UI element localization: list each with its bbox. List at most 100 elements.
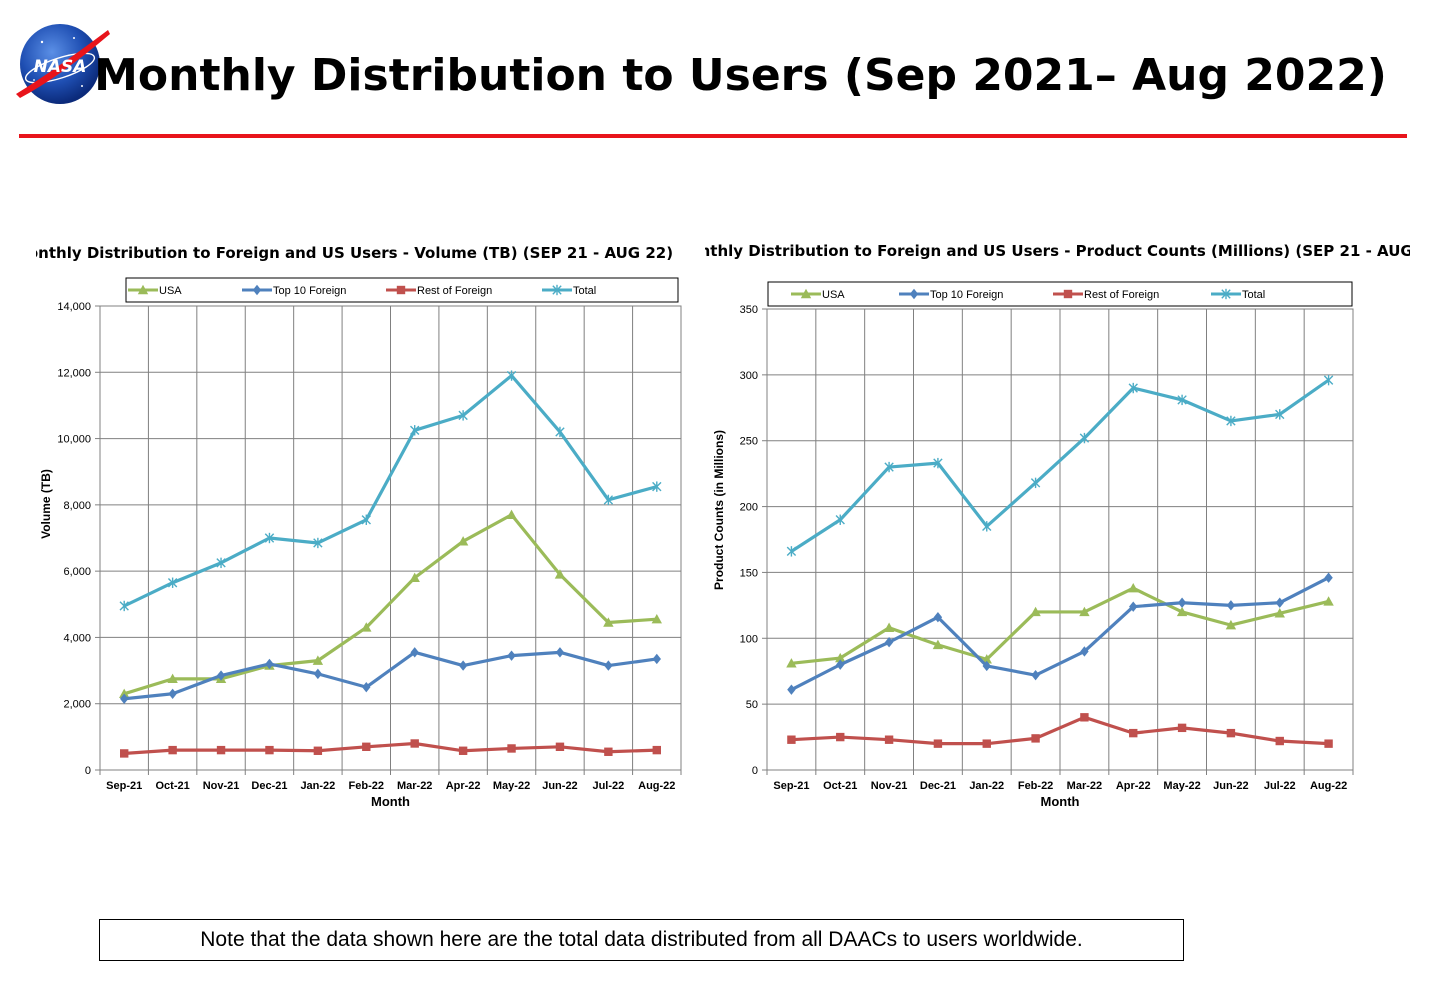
x-tick-label: Feb-22 xyxy=(349,780,384,792)
data-point xyxy=(786,658,797,668)
data-point xyxy=(1323,374,1334,386)
x-tick-label: Nov-21 xyxy=(203,780,240,792)
data-point xyxy=(652,745,661,755)
note-text: Note that the data shown here are the to… xyxy=(200,928,1083,951)
data-point xyxy=(168,745,177,755)
y-tick-label: 12,000 xyxy=(57,367,91,379)
data-point xyxy=(119,600,129,612)
series-top-10-foreign xyxy=(120,647,661,704)
legend-marker xyxy=(137,284,149,295)
legend-label: USA xyxy=(822,289,845,301)
series-rest-of-foreign xyxy=(787,713,1333,748)
data-point xyxy=(982,521,992,532)
data-point xyxy=(1128,382,1138,394)
legend-item: Top 10 Foreign xyxy=(242,284,346,297)
data-point xyxy=(604,660,613,671)
x-tick-label: Jan-22 xyxy=(969,780,1004,792)
data-point xyxy=(932,639,944,650)
data-point xyxy=(168,688,177,699)
data-point xyxy=(836,732,845,742)
data-point xyxy=(787,735,796,744)
x-tick-label: Aug-22 xyxy=(1310,780,1347,792)
data-point xyxy=(1177,723,1187,733)
series-line xyxy=(124,741,657,756)
x-tick-label: Sep-21 xyxy=(106,780,142,792)
legend-label: USA xyxy=(159,285,182,297)
data-point xyxy=(362,742,371,751)
data-point xyxy=(883,622,895,632)
data-point xyxy=(1128,583,1139,593)
data-point xyxy=(410,739,419,748)
data-point xyxy=(1079,606,1090,617)
data-point xyxy=(982,739,991,748)
data-point xyxy=(1226,415,1236,427)
data-point xyxy=(604,747,613,756)
y-tick-label: 0 xyxy=(752,765,758,777)
x-tick-label: Dec-21 xyxy=(920,780,956,792)
legend-label: Rest of Foreign xyxy=(417,285,492,297)
data-point xyxy=(1177,394,1187,406)
data-point xyxy=(555,742,565,751)
data-point xyxy=(554,569,566,579)
y-tick-label: 4,000 xyxy=(63,632,91,644)
data-point xyxy=(120,749,129,758)
data-point xyxy=(313,537,323,549)
data-point xyxy=(264,532,275,544)
y-tick-label: 8,000 xyxy=(63,500,91,512)
data-point xyxy=(836,659,845,670)
data-point xyxy=(651,614,662,624)
data-point xyxy=(1324,572,1333,583)
y-tick-label: 2,000 xyxy=(63,699,91,711)
y-tick-label: 6,000 xyxy=(63,566,91,578)
y-tick-label: 0 xyxy=(85,765,91,777)
series-line xyxy=(790,576,1330,692)
series-line xyxy=(123,374,658,608)
x-tick-label: May-22 xyxy=(1163,780,1200,792)
series-line xyxy=(791,715,1329,746)
data-point xyxy=(167,577,178,588)
product-counts-chart: Monthly Distribution to Foreign and US U… xyxy=(705,242,1410,809)
x-tick-label: Apr-22 xyxy=(446,780,481,792)
data-point xyxy=(506,509,517,519)
data-point xyxy=(1274,608,1285,618)
x-tick-label: Mar-22 xyxy=(397,780,432,792)
y-tick-label: 150 xyxy=(740,567,758,579)
data-point xyxy=(1225,619,1237,630)
data-point xyxy=(1030,606,1041,617)
data-point xyxy=(216,745,226,755)
x-tick-label: Jan-22 xyxy=(300,780,335,792)
x-tick-label: Oct-21 xyxy=(823,780,857,792)
data-point xyxy=(933,457,943,469)
title-rule xyxy=(19,134,1407,138)
data-point xyxy=(410,425,420,436)
data-point xyxy=(1129,728,1138,738)
x-tick-label: Dec-21 xyxy=(251,780,287,792)
nasa-logo: NASA xyxy=(16,24,110,104)
x-tick-label: Feb-22 xyxy=(1018,780,1053,792)
data-point xyxy=(884,461,894,473)
data-point xyxy=(652,481,662,492)
series-usa xyxy=(786,583,1334,668)
page-title: Monthly Distribution to Users (Sep 2021–… xyxy=(94,50,1387,101)
legend-label: Total xyxy=(573,285,596,297)
legend-marker xyxy=(909,288,919,300)
y-axis-label: Volume (TB) xyxy=(39,469,53,539)
data-point xyxy=(458,660,468,671)
data-point xyxy=(1275,409,1285,420)
data-point xyxy=(506,370,517,381)
data-point xyxy=(1226,600,1236,611)
legend-item: Top 10 Foreign xyxy=(899,288,1003,301)
legend-label: Total xyxy=(1242,289,1265,301)
data-point xyxy=(933,739,943,748)
x-tick-label: Sep-21 xyxy=(773,780,809,792)
x-tick-label: Jun-22 xyxy=(1213,780,1248,792)
data-point xyxy=(216,670,226,681)
chart-title: Monthly Distribution to Foreign and US U… xyxy=(705,242,1410,260)
legend-item: USA xyxy=(791,288,845,301)
data-point xyxy=(507,744,516,753)
legend-marker xyxy=(252,284,262,296)
series-line xyxy=(790,378,1330,553)
volume-chart: Monthly Distribution to Foreign and US U… xyxy=(36,244,682,809)
data-point xyxy=(313,746,323,755)
data-point xyxy=(507,650,516,661)
